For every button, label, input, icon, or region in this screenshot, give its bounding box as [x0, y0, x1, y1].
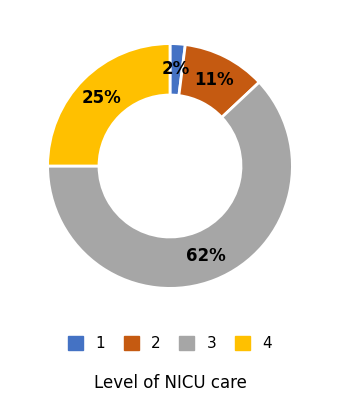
Wedge shape	[179, 44, 259, 118]
Text: 25%: 25%	[82, 89, 121, 107]
Wedge shape	[48, 44, 170, 166]
Text: 11%: 11%	[194, 71, 234, 89]
Legend: 1, 2, 3, 4: 1, 2, 3, 4	[68, 336, 272, 351]
Wedge shape	[48, 82, 292, 288]
Wedge shape	[170, 44, 185, 96]
Text: Level of NICU care: Level of NICU care	[94, 374, 246, 392]
Text: 62%: 62%	[186, 247, 225, 265]
Text: 2%: 2%	[162, 60, 190, 78]
